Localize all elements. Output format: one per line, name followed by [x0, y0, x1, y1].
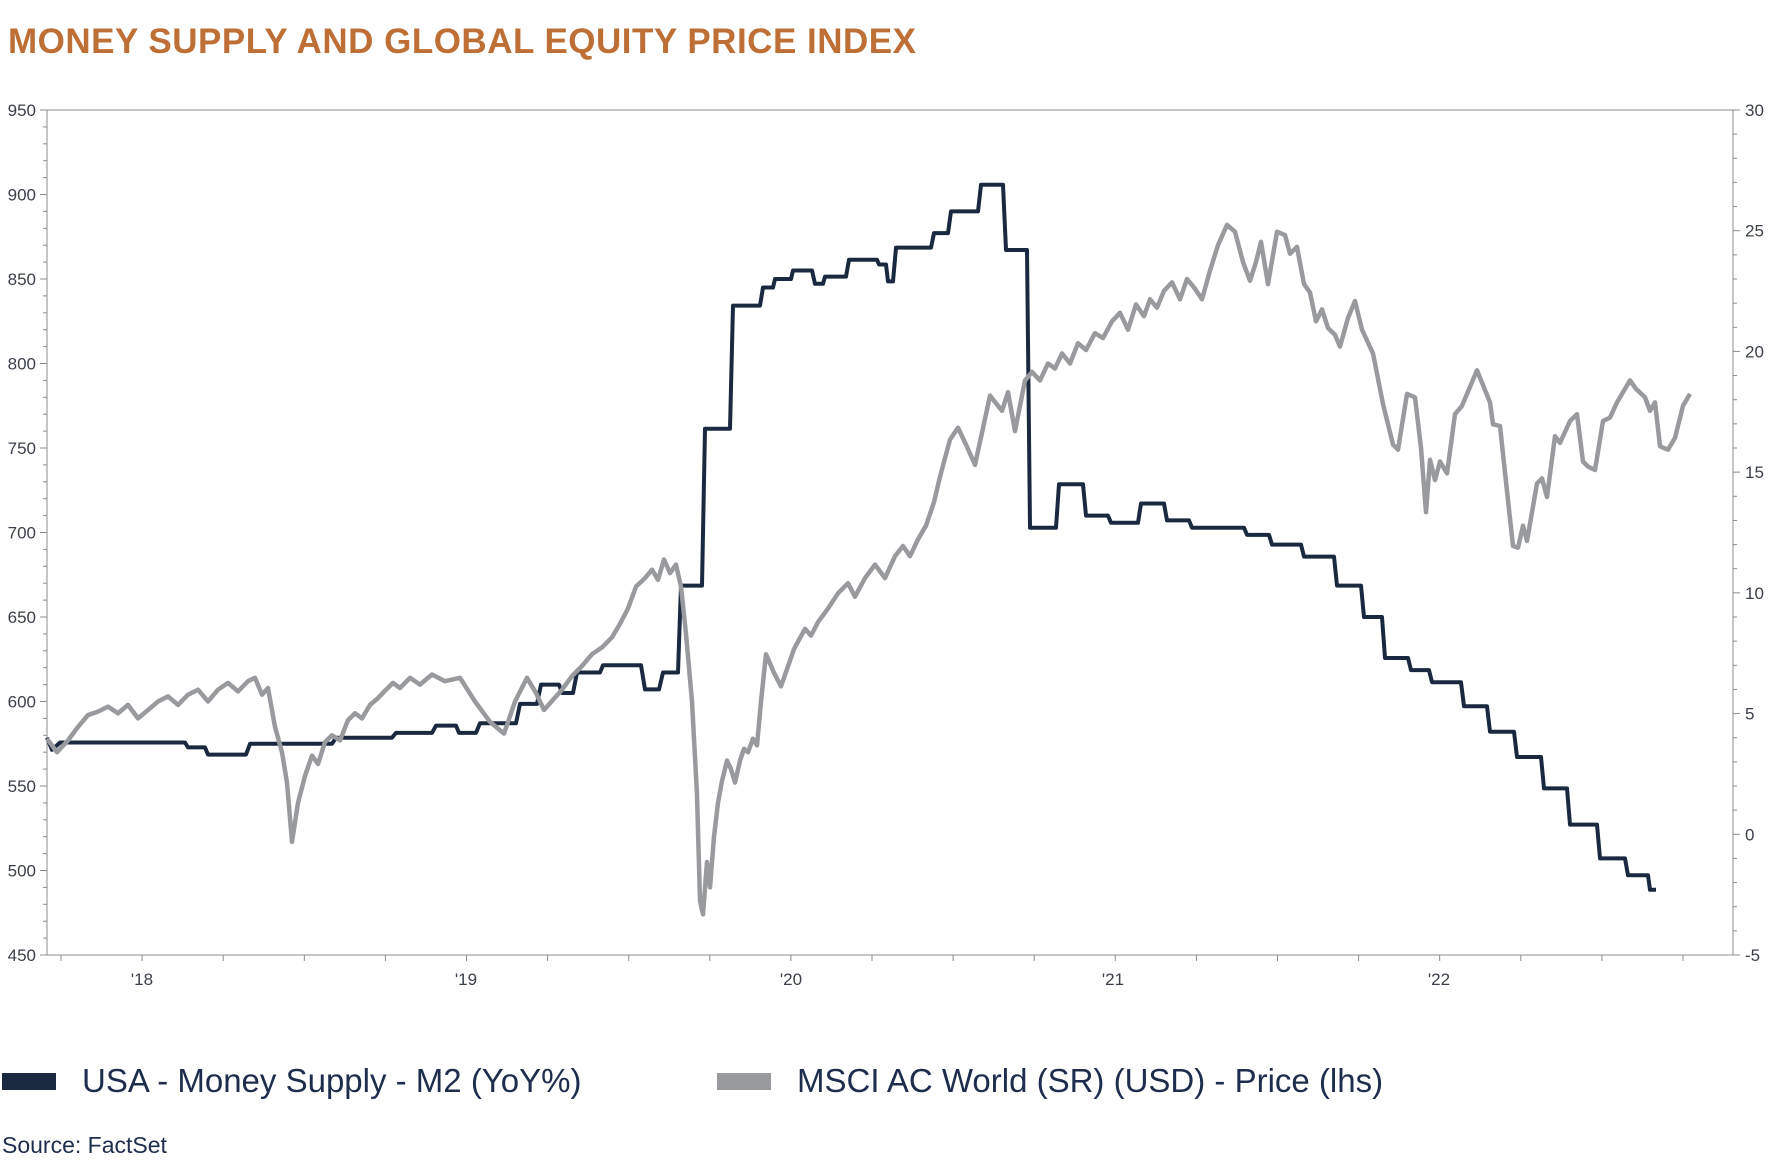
x-axis-year-label: '21 — [1102, 970, 1124, 989]
left-axis-tick-label: 600 — [8, 693, 36, 712]
msci-line-swatch-icon — [717, 1072, 771, 1090]
left-axis-tick-label: 500 — [8, 862, 36, 881]
left-axis-tick-label: 700 — [8, 524, 36, 543]
left-axis-tick-label: 950 — [8, 101, 36, 120]
legend-item-m2: USA - Money Supply - M2 (YoY%) — [2, 1062, 581, 1100]
right-axis-tick-label: 25 — [1745, 222, 1764, 241]
right-axis-tick-label: -5 — [1745, 946, 1760, 965]
series-line-msci — [45, 222, 1692, 917]
x-axis-year-label: '18 — [131, 970, 153, 989]
legend-item-msci: MSCI AC World (SR) (USD) - Price (lhs) — [717, 1062, 1383, 1100]
left-axis-tick-label: 650 — [8, 608, 36, 627]
legend-label-msci: MSCI AC World (SR) (USD) - Price (lhs) — [797, 1062, 1384, 1099]
left-axis-tick-label: 900 — [8, 186, 36, 205]
right-axis-tick-label: 15 — [1745, 463, 1764, 482]
right-axis-tick-label: 10 — [1745, 584, 1764, 603]
right-axis-tick-label: 30 — [1745, 101, 1764, 120]
left-axis-tick-label: 750 — [8, 439, 36, 458]
left-axis-tick-label: 850 — [8, 270, 36, 289]
m2-line-swatch-icon — [2, 1072, 56, 1090]
x-axis-year-label: '19 — [455, 970, 477, 989]
right-axis-tick-label: 20 — [1745, 342, 1764, 361]
plot-border — [46, 109, 1734, 956]
x-axis-year-label: '20 — [780, 970, 802, 989]
source-note: Source: FactSet — [2, 1132, 167, 1158]
legend-label-m2: USA - Money Supply - M2 (YoY%) — [82, 1062, 582, 1099]
x-axis-year-label: '22 — [1428, 970, 1450, 989]
left-axis-tick-label: 550 — [8, 777, 36, 796]
right-axis-tick-label: 5 — [1745, 705, 1754, 724]
left-axis-tick-label: 450 — [8, 946, 36, 965]
right-axis-tick-label: 0 — [1745, 825, 1754, 844]
left-axis-tick-label: 800 — [8, 355, 36, 374]
series-line-m2 — [45, 182, 1656, 892]
chart-title: MONEY SUPPLY AND GLOBAL EQUITY PRICE IND… — [8, 22, 917, 61]
